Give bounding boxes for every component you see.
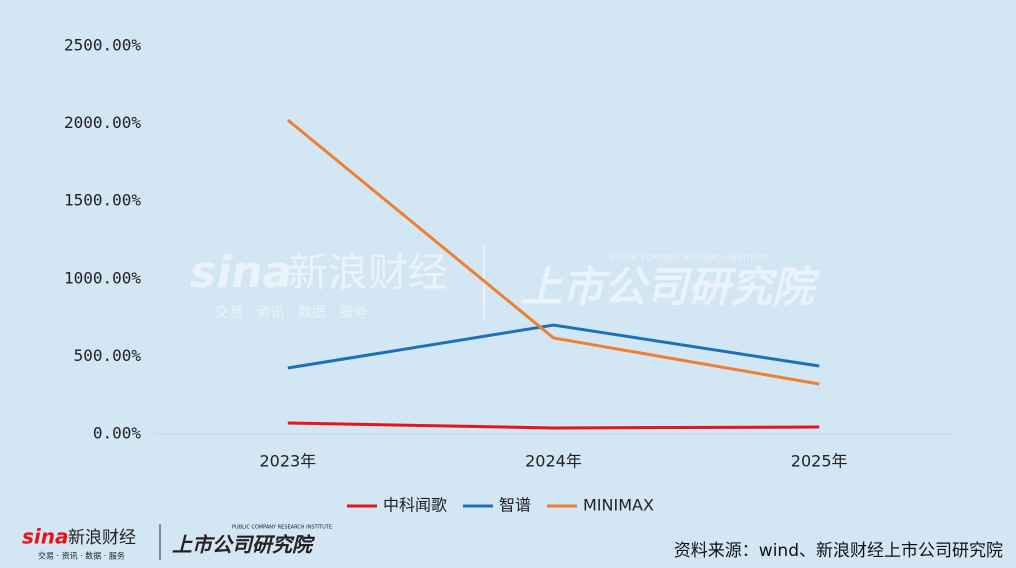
logo-slogan: 交易 · 资讯 · 数据 · 服务 <box>38 551 125 561</box>
watermark: sina 新浪财经 交易 · 资讯 · 数据 · 服务 上市公司研究院 PUBL… <box>190 245 821 321</box>
legend-label: 中科闻歌 <box>383 496 447 515</box>
watermark-slogan: 交易 · 资讯 · 数据 · 服务 <box>215 304 367 321</box>
y-tick-label: 1500.00% <box>64 191 141 210</box>
plot: 0.00% 500.00% 1000.00% 1500.00% 2000.00% 2500… <box>64 36 952 515</box>
series-line <box>287 421 820 430</box>
watermark-sina: sina <box>190 247 292 298</box>
y-tick-label: 500.00% <box>74 346 142 365</box>
x-tick-label: 2024年 <box>525 452 582 471</box>
x-tick-label: 2025年 <box>791 452 848 471</box>
series-line <box>286 118 820 386</box>
watermark-institute: 上市公司研究院 <box>520 263 821 312</box>
legend-label: MINIMAX <box>583 496 654 515</box>
watermark-institute-en: PUBLIC COMPANY RESEARCH INSTITUTE <box>610 254 770 263</box>
y-tick-label: 0.00% <box>93 424 142 443</box>
y-tick-label: 2500.00% <box>64 36 141 55</box>
logo-sina: sina <box>22 525 69 549</box>
watermark-name: 新浪财经 <box>288 250 448 296</box>
series-line <box>287 323 820 370</box>
legend-label: 智谱 <box>499 496 531 515</box>
y-tick-label: 2000.00% <box>64 113 141 132</box>
logo-institute-en: PUBLIC COMPANY RESEARCH INSTITUTE <box>232 525 332 531</box>
y-tick-label: 1000.00% <box>64 268 141 287</box>
x-tick-label: 2023年 <box>259 452 316 471</box>
source: 资料来源：wind、新浪财经上市公司研究院 <box>674 541 1003 561</box>
logo-name: 新浪财经 <box>68 528 136 548</box>
footer-logo: sina 新浪财经 交易 · 资讯 · 数据 · 服务 上市公司研究院 PUBL… <box>22 524 332 561</box>
logo-institute: 上市公司研究院 <box>172 533 316 557</box>
